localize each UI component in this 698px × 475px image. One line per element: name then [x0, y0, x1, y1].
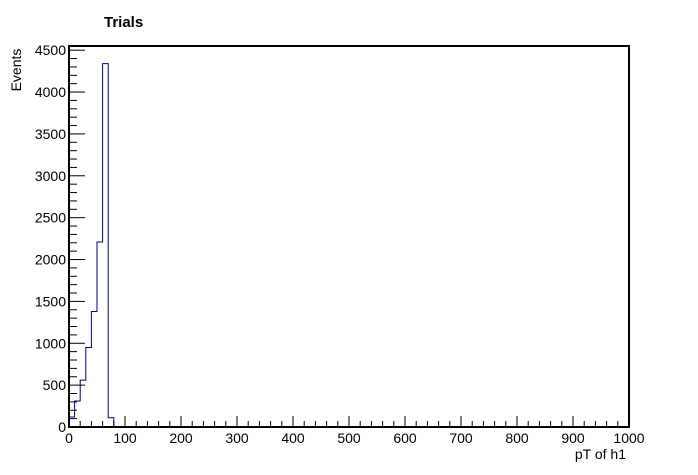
x-tick-label: 0 [65, 430, 73, 446]
histogram-bin [80, 380, 86, 427]
x-tick-label: 1000 [613, 430, 644, 446]
y-tick-label: 2500 [35, 210, 66, 226]
x-tick-label: 300 [225, 430, 249, 446]
y-tick-label: 3000 [35, 168, 66, 184]
tick-labels-layer: 0 100 200 300 400 500 600 700 800 900 1000 0 500 1000… [35, 42, 645, 446]
x-tick-label: 400 [281, 430, 305, 446]
histogram-bin [91, 311, 97, 427]
y-tick-label: 1500 [35, 293, 66, 309]
histogram-bin [97, 242, 103, 427]
plot-frame [68, 45, 630, 428]
y-tick-label: 4500 [35, 42, 66, 58]
x-tick-label: 200 [169, 430, 193, 446]
x-tick-label: 600 [393, 430, 417, 446]
histogram-bin [108, 418, 114, 427]
y-tick-label: 4000 [35, 84, 66, 100]
y-tick-label: 3500 [35, 126, 66, 142]
chart-title: Trials [104, 14, 144, 31]
histogram-layer [68, 63, 629, 428]
x-axis-label: pT of h1 [574, 446, 626, 462]
y-tick-label: 2000 [35, 252, 66, 268]
histogram-bin [103, 64, 109, 427]
x-tick-label: 100 [113, 430, 137, 446]
ticks-layer [68, 49, 630, 428]
histogram-bin [86, 347, 92, 427]
x-tick-label: 900 [561, 430, 585, 446]
x-tick-label: 800 [505, 430, 529, 446]
y-tick-label: 500 [43, 377, 67, 393]
y-tick-label: 0 [58, 419, 66, 435]
histogram-outline [68, 63, 629, 428]
x-tick-label: 700 [449, 430, 473, 446]
y-tick-label: 1000 [35, 335, 66, 351]
x-tick-label: 500 [337, 430, 361, 446]
histogram-bin [75, 401, 81, 427]
